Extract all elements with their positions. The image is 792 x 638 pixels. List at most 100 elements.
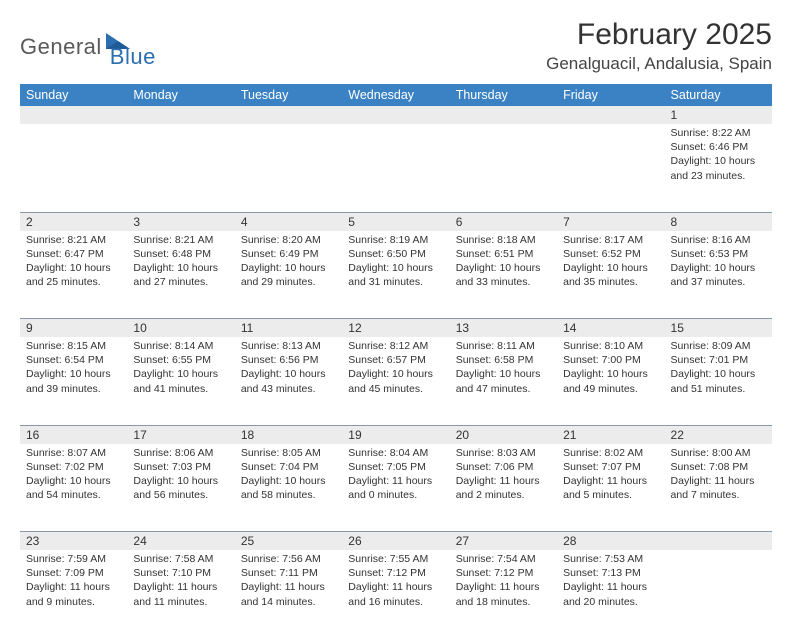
sunrise-text: Sunrise: 8:06 AM [133, 446, 228, 460]
daynum-row: 9101112131415 [20, 319, 772, 338]
day-number-cell [235, 106, 342, 124]
day-detail-cell: Sunrise: 7:55 AMSunset: 7:12 PMDaylight:… [342, 550, 449, 638]
daylight-text: Daylight: 10 hours and 45 minutes. [348, 367, 443, 395]
daylight-text: Daylight: 11 hours and 14 minutes. [241, 580, 336, 608]
day-detail-cell: Sunrise: 8:14 AMSunset: 6:55 PMDaylight:… [127, 337, 234, 425]
day-header: Monday [127, 84, 234, 106]
day-number-cell: 4 [235, 212, 342, 231]
sunrise-text: Sunrise: 8:09 AM [671, 339, 766, 353]
day-detail-cell: Sunrise: 7:53 AMSunset: 7:13 PMDaylight:… [557, 550, 664, 638]
daylight-text: Daylight: 11 hours and 16 minutes. [348, 580, 443, 608]
sunrise-text: Sunrise: 8:16 AM [671, 233, 766, 247]
daylight-text: Daylight: 10 hours and 33 minutes. [456, 261, 551, 289]
day-number-cell [20, 106, 127, 124]
daylight-text: Daylight: 10 hours and 51 minutes. [671, 367, 766, 395]
sunset-text: Sunset: 7:06 PM [456, 460, 551, 474]
day-number-cell: 10 [127, 319, 234, 338]
day-number-cell [127, 106, 234, 124]
sunset-text: Sunset: 6:46 PM [671, 140, 766, 154]
sunrise-text: Sunrise: 8:07 AM [26, 446, 121, 460]
daylight-text: Daylight: 10 hours and 54 minutes. [26, 474, 121, 502]
day-number-cell: 13 [450, 319, 557, 338]
sunrise-text: Sunrise: 8:05 AM [241, 446, 336, 460]
sunrise-text: Sunrise: 8:11 AM [456, 339, 551, 353]
day-detail-cell: Sunrise: 8:12 AMSunset: 6:57 PMDaylight:… [342, 337, 449, 425]
day-detail-cell: Sunrise: 8:13 AMSunset: 6:56 PMDaylight:… [235, 337, 342, 425]
day-detail-cell: Sunrise: 8:17 AMSunset: 6:52 PMDaylight:… [557, 231, 664, 319]
day-number-cell: 18 [235, 425, 342, 444]
day-number-cell: 23 [20, 532, 127, 551]
daylight-text: Daylight: 10 hours and 47 minutes. [456, 367, 551, 395]
day-detail-cell [665, 550, 772, 638]
sunrise-text: Sunrise: 8:10 AM [563, 339, 658, 353]
day-number-cell [665, 532, 772, 551]
day-number-cell: 16 [20, 425, 127, 444]
sunset-text: Sunset: 6:49 PM [241, 247, 336, 261]
page-header: General Blue February 2025 Genalguacil, … [20, 18, 772, 74]
logo-text-blue: Blue [110, 44, 156, 70]
day-detail-cell [127, 124, 234, 212]
logo: General Blue [20, 24, 156, 70]
sunrise-text: Sunrise: 7:54 AM [456, 552, 551, 566]
sunrise-text: Sunrise: 8:04 AM [348, 446, 443, 460]
sunrise-text: Sunrise: 8:17 AM [563, 233, 658, 247]
detail-row: Sunrise: 8:21 AMSunset: 6:47 PMDaylight:… [20, 231, 772, 319]
day-number-cell [450, 106, 557, 124]
daylight-text: Daylight: 10 hours and 56 minutes. [133, 474, 228, 502]
day-header: Saturday [665, 84, 772, 106]
day-number-cell: 27 [450, 532, 557, 551]
sunrise-text: Sunrise: 8:22 AM [671, 126, 766, 140]
day-detail-cell: Sunrise: 8:22 AMSunset: 6:46 PMDaylight:… [665, 124, 772, 212]
daylight-text: Daylight: 11 hours and 0 minutes. [348, 474, 443, 502]
day-number-cell: 12 [342, 319, 449, 338]
day-number-cell: 7 [557, 212, 664, 231]
sunset-text: Sunset: 7:07 PM [563, 460, 658, 474]
day-number-cell: 14 [557, 319, 664, 338]
day-number-cell [557, 106, 664, 124]
day-header-row: Sunday Monday Tuesday Wednesday Thursday… [20, 84, 772, 106]
day-detail-cell: Sunrise: 8:00 AMSunset: 7:08 PMDaylight:… [665, 444, 772, 532]
day-number-cell: 22 [665, 425, 772, 444]
sunset-text: Sunset: 6:52 PM [563, 247, 658, 261]
day-detail-cell: Sunrise: 8:05 AMSunset: 7:04 PMDaylight:… [235, 444, 342, 532]
day-header: Wednesday [342, 84, 449, 106]
daylight-text: Daylight: 11 hours and 9 minutes. [26, 580, 121, 608]
daylight-text: Daylight: 10 hours and 49 minutes. [563, 367, 658, 395]
daylight-text: Daylight: 10 hours and 39 minutes. [26, 367, 121, 395]
day-detail-cell: Sunrise: 8:06 AMSunset: 7:03 PMDaylight:… [127, 444, 234, 532]
day-header: Friday [557, 84, 664, 106]
day-header: Sunday [20, 84, 127, 106]
sunset-text: Sunset: 6:55 PM [133, 353, 228, 367]
day-detail-cell: Sunrise: 8:20 AMSunset: 6:49 PMDaylight:… [235, 231, 342, 319]
sunset-text: Sunset: 6:48 PM [133, 247, 228, 261]
day-number-cell: 2 [20, 212, 127, 231]
day-number-cell: 21 [557, 425, 664, 444]
day-detail-cell [20, 124, 127, 212]
daylight-text: Daylight: 11 hours and 5 minutes. [563, 474, 658, 502]
day-number-cell: 9 [20, 319, 127, 338]
day-detail-cell: Sunrise: 7:59 AMSunset: 7:09 PMDaylight:… [20, 550, 127, 638]
daylight-text: Daylight: 10 hours and 27 minutes. [133, 261, 228, 289]
day-number-cell [342, 106, 449, 124]
sunset-text: Sunset: 7:12 PM [348, 566, 443, 580]
day-detail-cell: Sunrise: 8:09 AMSunset: 7:01 PMDaylight:… [665, 337, 772, 425]
sunrise-text: Sunrise: 8:14 AM [133, 339, 228, 353]
sunrise-text: Sunrise: 8:03 AM [456, 446, 551, 460]
daylight-text: Daylight: 10 hours and 29 minutes. [241, 261, 336, 289]
day-number-cell: 5 [342, 212, 449, 231]
day-detail-cell: Sunrise: 8:18 AMSunset: 6:51 PMDaylight:… [450, 231, 557, 319]
sunset-text: Sunset: 6:53 PM [671, 247, 766, 261]
sunrise-text: Sunrise: 7:56 AM [241, 552, 336, 566]
day-detail-cell: Sunrise: 7:58 AMSunset: 7:10 PMDaylight:… [127, 550, 234, 638]
sunrise-text: Sunrise: 7:53 AM [563, 552, 658, 566]
day-header: Thursday [450, 84, 557, 106]
day-detail-cell: Sunrise: 8:15 AMSunset: 6:54 PMDaylight:… [20, 337, 127, 425]
sunrise-text: Sunrise: 8:00 AM [671, 446, 766, 460]
day-detail-cell: Sunrise: 7:56 AMSunset: 7:11 PMDaylight:… [235, 550, 342, 638]
daylight-text: Daylight: 10 hours and 43 minutes. [241, 367, 336, 395]
sunset-text: Sunset: 7:00 PM [563, 353, 658, 367]
daylight-text: Daylight: 11 hours and 11 minutes. [133, 580, 228, 608]
sunset-text: Sunset: 6:56 PM [241, 353, 336, 367]
daynum-row: 232425262728 [20, 532, 772, 551]
sunset-text: Sunset: 6:51 PM [456, 247, 551, 261]
